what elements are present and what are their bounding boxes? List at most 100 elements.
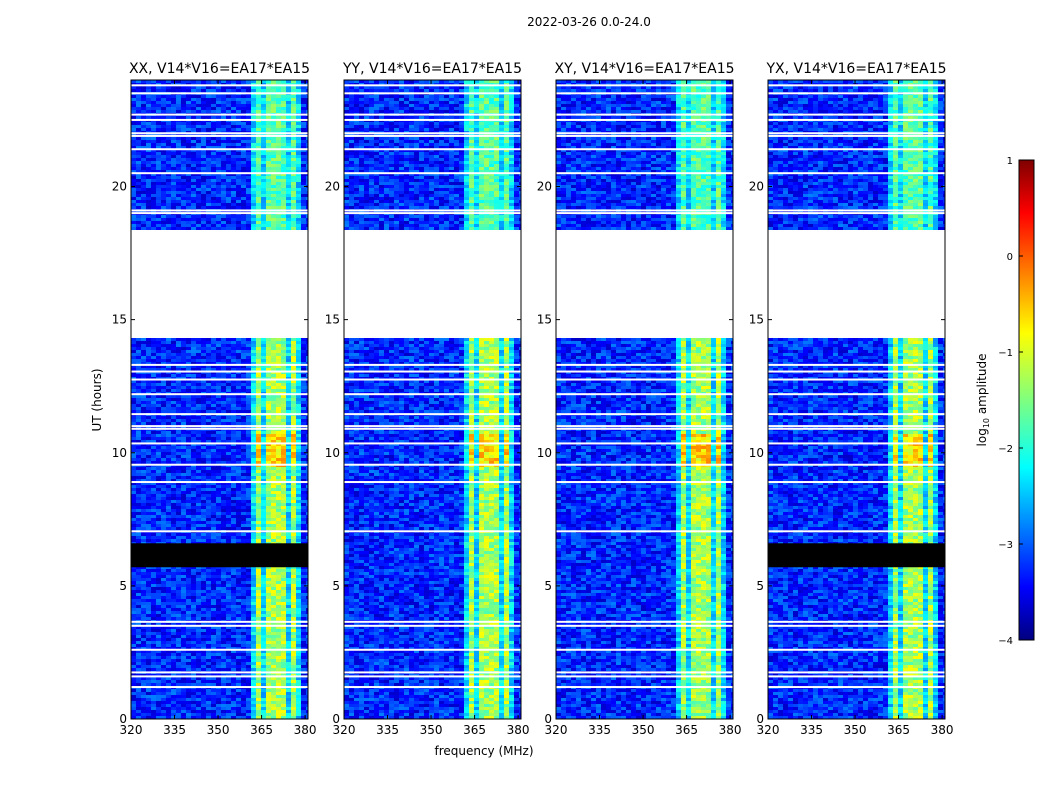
heat-cell: [186, 344, 191, 347]
heat-cell: [151, 488, 156, 491]
heat-cell: [176, 569, 181, 572]
heat-cell: [196, 449, 201, 452]
heat-cell: [256, 125, 261, 128]
heat-cell: [191, 449, 196, 452]
heat-cell: [166, 599, 171, 602]
heat-cell: [196, 395, 201, 398]
heat-cell: [241, 575, 246, 578]
heat-cell: [131, 89, 136, 92]
heat-cell: [261, 80, 266, 83]
heat-cell: [211, 437, 216, 440]
heat-cell: [161, 380, 166, 383]
heat-cell: [201, 362, 206, 365]
heat-cell: [186, 143, 191, 146]
heat-cell: [176, 524, 181, 527]
heat-cell: [171, 224, 176, 227]
heat-cell: [211, 353, 216, 356]
heat-cell: [271, 122, 276, 125]
heat-cell: [296, 506, 301, 509]
heat-cell: [171, 170, 176, 173]
heat-cell: [286, 599, 291, 602]
heat-cell: [166, 167, 171, 170]
heat-cell: [131, 590, 136, 593]
heat-cell: [216, 338, 221, 341]
heat-cell: [266, 362, 271, 365]
heat-cell: [266, 395, 271, 398]
heat-cell: [281, 488, 286, 491]
heat-cell: [266, 86, 271, 89]
heat-cell: [231, 155, 236, 158]
heat-cell: [286, 107, 291, 110]
heat-cell: [271, 512, 276, 515]
heat-cell: [161, 152, 166, 155]
heat-cell: [276, 338, 281, 341]
heat-cell: [146, 194, 151, 197]
heat-cell: [181, 440, 186, 443]
heat-cell: [141, 467, 146, 470]
heat-cell: [156, 395, 161, 398]
heat-cell: [276, 575, 281, 578]
heat-cell: [286, 218, 291, 221]
heat-cell: [146, 437, 151, 440]
heat-cell: [201, 482, 206, 485]
heat-cell: [171, 416, 176, 419]
heat-cell: [196, 455, 201, 458]
heat-cell: [191, 368, 196, 371]
heat-cell: [296, 128, 301, 131]
heat-cell: [266, 416, 271, 419]
heat-cell: [281, 185, 286, 188]
heat-cell: [276, 128, 281, 131]
heat-cell: [151, 368, 156, 371]
heat-cell: [271, 149, 276, 152]
heat-cell: [171, 374, 176, 377]
heat-cell: [136, 164, 141, 167]
heat-cell: [136, 194, 141, 197]
heat-cell: [161, 137, 166, 140]
heat-cell: [166, 218, 171, 221]
heat-cell: [181, 89, 186, 92]
heat-cell: [306, 380, 308, 383]
heat-cell: [226, 452, 231, 455]
heat-cell: [226, 482, 231, 485]
heat-cell: [171, 404, 176, 407]
heat-cell: [176, 356, 181, 359]
heat-cell: [131, 344, 136, 347]
heat-cell: [271, 470, 276, 473]
heat-cell: [291, 173, 296, 176]
heat-cell: [296, 572, 301, 575]
heat-cell: [161, 356, 166, 359]
heat-cell: [246, 446, 251, 449]
heat-cell: [266, 125, 271, 128]
heat-cell: [181, 191, 186, 194]
heat-cell: [166, 524, 171, 527]
heat-cell: [136, 107, 141, 110]
heat-cell: [246, 437, 251, 440]
heat-cell: [301, 350, 306, 353]
heat-cell: [281, 170, 286, 173]
heat-cell: [256, 509, 261, 512]
heat-cell: [226, 137, 231, 140]
heat-cell: [286, 434, 291, 437]
heat-cell: [261, 401, 266, 404]
heat-cell: [201, 146, 206, 149]
heat-cell: [201, 161, 206, 164]
heat-cell: [291, 170, 296, 173]
heat-cell: [306, 344, 308, 347]
heat-cell: [286, 596, 291, 599]
heat-cell: [251, 494, 256, 497]
heat-cell: [136, 479, 141, 482]
heat-cell: [271, 587, 276, 590]
heat-cell: [246, 440, 251, 443]
heat-cell: [146, 206, 151, 209]
heat-cell: [221, 473, 226, 476]
heat-cell: [176, 146, 181, 149]
heat-cell: [151, 218, 156, 221]
heat-cell: [281, 362, 286, 365]
heat-cell: [131, 512, 136, 515]
heat-cell: [201, 395, 206, 398]
heat-cell: [256, 389, 261, 392]
heat-cell: [176, 128, 181, 131]
heat-cell: [261, 467, 266, 470]
heat-cell: [226, 434, 231, 437]
heat-cell: [171, 95, 176, 98]
